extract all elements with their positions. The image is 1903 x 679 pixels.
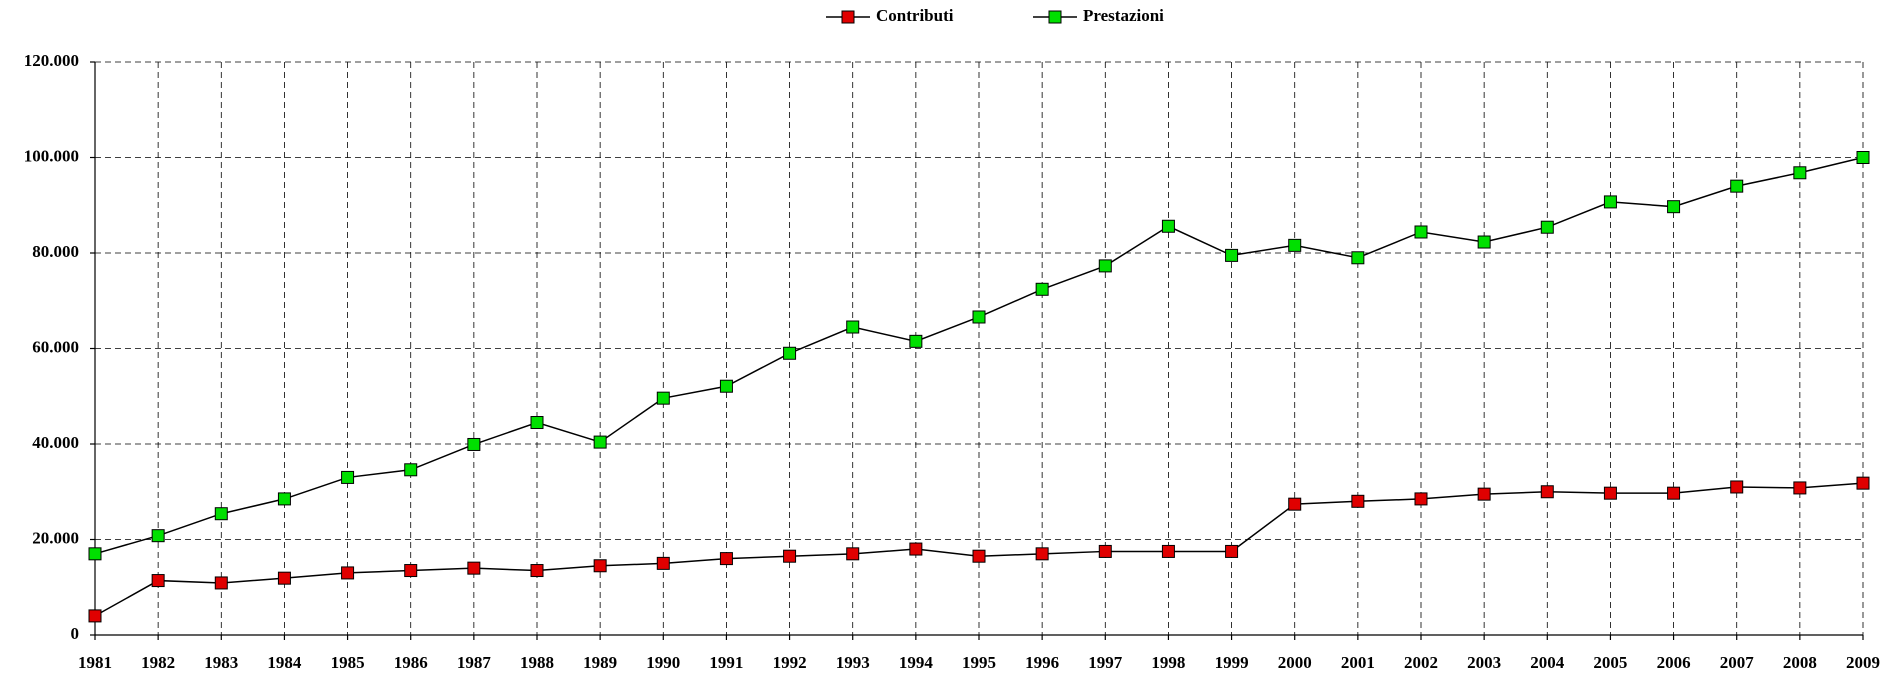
x-tick-label: 1983 (204, 653, 238, 672)
y-tick-label: 40.000 (32, 433, 79, 452)
data-point (1098, 544, 1112, 558)
legend-label: Contributi (876, 6, 954, 25)
data-point (151, 574, 165, 588)
data-point (214, 507, 228, 521)
data-point (467, 437, 481, 451)
data-point (846, 547, 860, 561)
x-tick-label: 1994 (899, 653, 934, 672)
data-point (972, 310, 986, 324)
y-tick-label: 60.000 (32, 337, 79, 356)
legend-marker (1048, 10, 1062, 24)
data-point (1161, 219, 1175, 233)
data-point (1225, 248, 1239, 262)
data-point (656, 391, 670, 405)
x-tick-label: 1986 (394, 653, 428, 672)
data-point (1414, 492, 1428, 506)
data-point (1225, 544, 1239, 558)
data-point (88, 547, 102, 561)
x-tick-label: 2000 (1278, 653, 1312, 672)
data-point (214, 576, 228, 590)
x-tick-label: 2007 (1720, 653, 1755, 672)
data-point (151, 529, 165, 543)
data-point (1288, 497, 1302, 511)
data-point (1035, 547, 1049, 561)
y-tick-label: 0 (71, 624, 80, 643)
x-tick-label: 1985 (331, 653, 365, 672)
y-tick-label: 20.000 (32, 528, 79, 547)
y-tick-label: 80.000 (32, 242, 79, 261)
data-point (783, 549, 797, 563)
x-tick-label: 1990 (646, 653, 680, 672)
x-tick-label: 2002 (1404, 653, 1438, 672)
x-tick-label: 1989 (583, 653, 617, 672)
data-point (1667, 200, 1681, 214)
data-point (1351, 494, 1365, 508)
data-point (593, 559, 607, 573)
data-point (404, 564, 418, 578)
data-point (88, 609, 102, 623)
x-tick-label: 1998 (1151, 653, 1185, 672)
data-point (1414, 225, 1428, 239)
data-point (341, 470, 355, 484)
data-point (1856, 151, 1870, 164)
data-point (1035, 282, 1049, 296)
data-point (277, 492, 291, 506)
data-point (656, 556, 670, 570)
data-point (530, 564, 544, 578)
x-tick-label: 1997 (1088, 653, 1123, 672)
data-point (1540, 485, 1554, 499)
data-point (1730, 480, 1744, 494)
data-point (467, 561, 481, 575)
x-tick-label: 1984 (267, 653, 302, 672)
data-point (1603, 486, 1617, 500)
data-point (909, 542, 923, 556)
data-point (909, 334, 923, 348)
data-point (1351, 251, 1365, 265)
x-tick-label: 1982 (141, 653, 175, 672)
x-tick-label: 1996 (1025, 653, 1059, 672)
data-point (341, 566, 355, 580)
data-point (783, 346, 797, 360)
data-point (1793, 166, 1807, 180)
x-tick-label: 2001 (1341, 653, 1375, 672)
y-tick-label: 100.000 (24, 146, 79, 165)
x-tick-label: 1995 (962, 653, 996, 672)
x-tick-label: 2004 (1530, 653, 1565, 672)
data-point (277, 571, 291, 585)
x-tick-label: 1981 (78, 653, 112, 672)
data-point (1856, 476, 1870, 490)
data-point (846, 320, 860, 334)
x-tick-label: 2008 (1783, 653, 1817, 672)
x-tick-label: 1993 (836, 653, 870, 672)
x-tick-label: 1992 (773, 653, 807, 672)
data-point (972, 549, 986, 563)
x-tick-label: 1999 (1215, 653, 1249, 672)
data-point (1730, 179, 1744, 193)
x-tick-label: 2003 (1467, 653, 1501, 672)
y-tick-label: 120.000 (24, 51, 79, 70)
x-tick-label: 2009 (1846, 653, 1880, 672)
legend-marker (841, 10, 855, 24)
x-tick-label: 1988 (520, 653, 554, 672)
data-point (1161, 544, 1175, 558)
x-tick-label: 2005 (1593, 653, 1627, 672)
data-point (719, 379, 733, 393)
data-point (1793, 481, 1807, 495)
x-tick-label: 1991 (709, 653, 743, 672)
data-point (530, 416, 544, 430)
data-point (1477, 487, 1491, 501)
x-tick-label: 1987 (457, 653, 492, 672)
x-tick-label: 2006 (1657, 653, 1691, 672)
data-point (404, 463, 418, 477)
legend-label: Prestazioni (1083, 6, 1164, 25)
data-point (1667, 486, 1681, 500)
data-point (1603, 195, 1617, 209)
data-point (593, 435, 607, 449)
data-point (1288, 238, 1302, 252)
data-point (1540, 220, 1554, 234)
data-point (1098, 259, 1112, 273)
data-point (719, 552, 733, 566)
data-point (1477, 235, 1491, 249)
